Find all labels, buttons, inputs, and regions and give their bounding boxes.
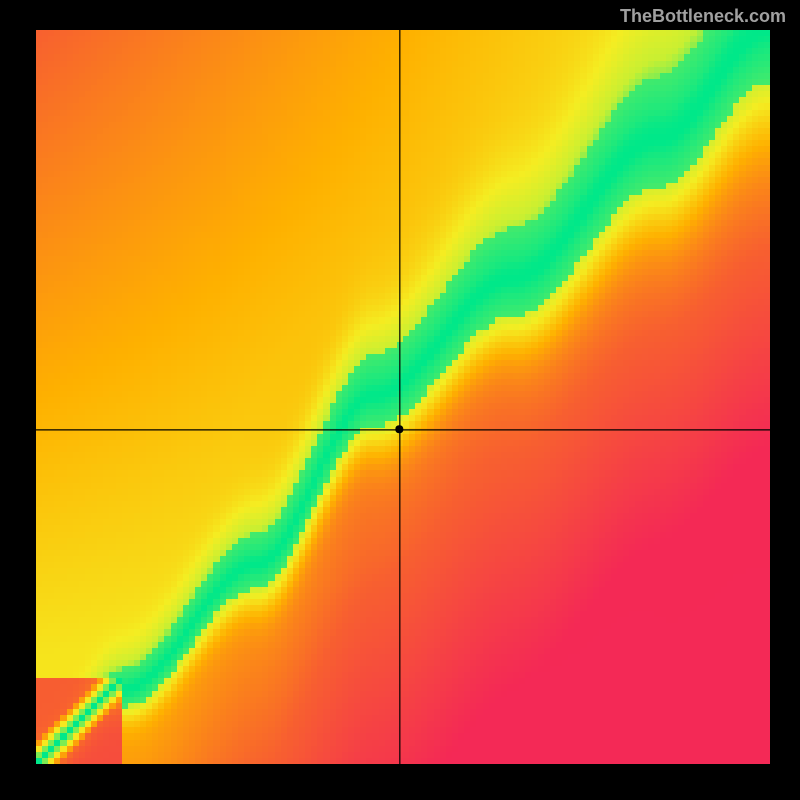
- bottleneck-heatmap: [0, 0, 800, 800]
- watermark-text: TheBottleneck.com: [620, 6, 786, 27]
- chart-container: TheBottleneck.com: [0, 0, 800, 800]
